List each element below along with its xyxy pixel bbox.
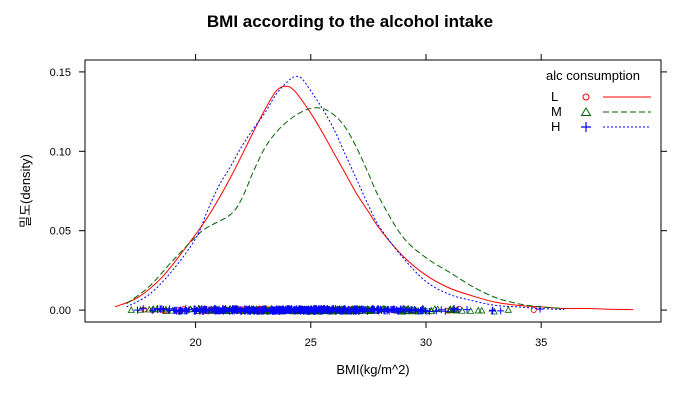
rug-point — [191, 307, 199, 315]
rug-point — [371, 306, 379, 314]
rug-point — [165, 306, 173, 314]
x-axis: 20 25 30 35 — [189, 54, 547, 349]
rug-point — [139, 305, 147, 313]
rug-point — [196, 305, 204, 313]
rug-point — [343, 307, 351, 315]
rug-point — [295, 306, 303, 314]
rug-point — [133, 306, 141, 314]
rug-point — [219, 307, 227, 315]
rug-point — [364, 307, 372, 315]
rug-point — [530, 307, 537, 313]
rug-point — [407, 306, 415, 314]
rug-point — [344, 306, 352, 314]
y-tick-label: 0.15 — [50, 67, 71, 79]
rug-point — [136, 305, 145, 313]
rug-point — [454, 306, 462, 314]
rug-point — [359, 306, 367, 314]
y-tick-label: 0.00 — [50, 305, 71, 317]
rug-point — [423, 307, 431, 315]
legend: alc consumption LMH — [546, 68, 651, 134]
chart-title: BMI according to the alcohol intake — [207, 12, 493, 31]
rug-H — [133, 305, 544, 316]
rug-point — [497, 307, 505, 315]
rug-point — [259, 307, 267, 315]
rug-point — [296, 307, 304, 315]
rug-point — [336, 306, 344, 314]
x-tick-label: 25 — [305, 337, 317, 349]
rug-point — [466, 307, 475, 314]
density-curve-M — [126, 107, 565, 310]
y-axis: 0.00 0.05 0.10 0.15 — [50, 67, 667, 317]
rug-point — [437, 306, 445, 314]
rug-point — [474, 306, 482, 314]
y-tick-label: 0.10 — [50, 146, 71, 158]
rug-point — [421, 307, 429, 315]
y-axis-label: 밀도(density) — [18, 154, 33, 228]
rug-point — [326, 306, 334, 314]
rug-point — [463, 306, 471, 314]
rug-point — [237, 306, 245, 314]
legend-label-M: M — [551, 104, 562, 119]
legend-marker-L — [582, 93, 590, 101]
legend-marker-H — [581, 122, 591, 132]
rug-point — [332, 306, 340, 314]
density-curves — [114, 75, 634, 316]
rug-point — [252, 306, 260, 314]
rug-point — [450, 305, 458, 313]
rug-point — [159, 306, 167, 314]
rug-point — [141, 306, 147, 313]
rug-point — [268, 305, 276, 313]
y-tick-label: 0.05 — [50, 226, 71, 238]
density-curve-L — [114, 85, 634, 311]
rug-point — [246, 305, 254, 313]
rug-point — [315, 305, 323, 313]
rug-point — [458, 306, 466, 314]
rug-point — [488, 307, 496, 315]
legend-label-L: L — [551, 89, 558, 104]
rug-point — [387, 306, 395, 314]
x-tick-label: 30 — [420, 337, 432, 349]
x-tick-label: 35 — [535, 337, 547, 349]
legend-title: alc consumption — [546, 68, 640, 83]
rug-point — [149, 306, 157, 314]
rug-point — [258, 305, 266, 313]
rug-point — [394, 307, 402, 315]
rug-point — [240, 307, 248, 315]
rug-point — [401, 307, 409, 315]
legend-label-H: H — [551, 119, 560, 134]
rug-point — [374, 305, 382, 313]
rug-point — [311, 306, 319, 314]
rug-point — [212, 307, 220, 315]
rug-point — [441, 307, 449, 315]
density-curve-H — [126, 75, 565, 311]
x-axis-label: BMI(kg/m^2) — [336, 362, 409, 377]
rug-point — [504, 305, 512, 313]
rug-point — [182, 307, 190, 315]
rug-point — [279, 306, 287, 314]
rug-point — [351, 307, 359, 315]
rug-point — [166, 305, 174, 313]
rug-point — [272, 307, 280, 315]
rug-point — [285, 305, 293, 313]
legend-marker-M — [580, 107, 592, 116]
x-tick-label: 20 — [189, 337, 201, 349]
rug-point — [351, 306, 359, 314]
rug-point — [418, 305, 426, 313]
rug-point — [176, 306, 184, 314]
rug-point — [127, 306, 135, 313]
rug-point — [432, 307, 440, 315]
rug-point — [414, 307, 422, 315]
plot-frame — [84, 59, 662, 323]
rug-point — [225, 307, 233, 315]
rug-point — [145, 305, 154, 313]
